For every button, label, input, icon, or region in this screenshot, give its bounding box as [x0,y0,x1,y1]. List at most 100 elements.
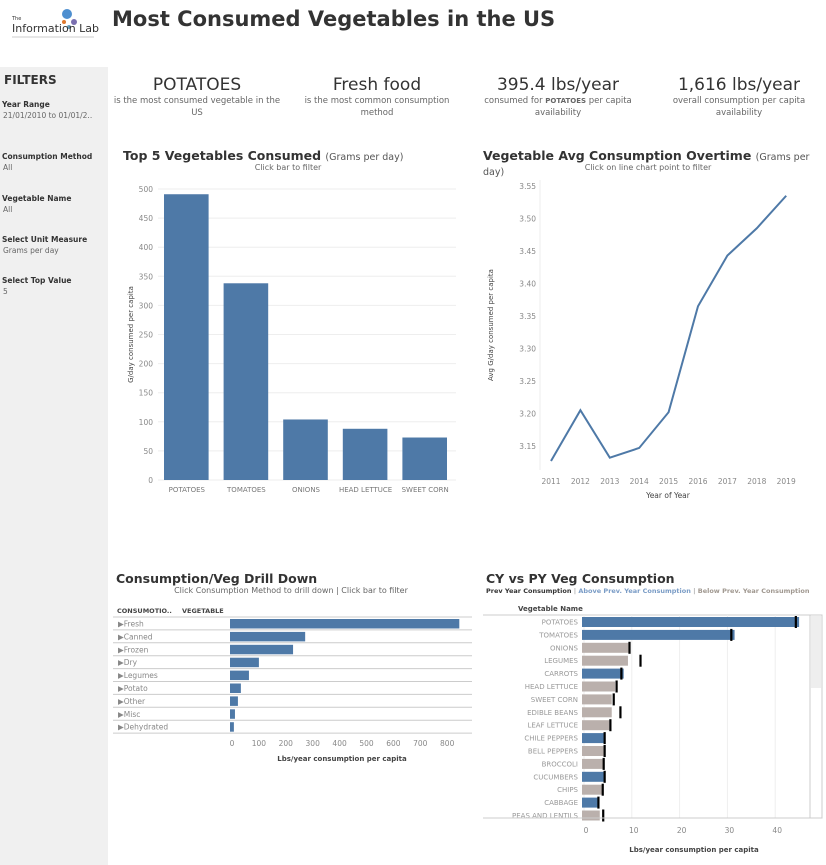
bar-potato[interactable] [230,683,241,694]
drilldown-chart[interactable]: CONSUMOTIO.. VEGETABLE ▶Fresh ▶Canned ▶Froze… [110,600,475,770]
data-point-2012[interactable] [577,407,583,413]
x-tick-label: 30 [725,826,735,835]
bar-legumes[interactable] [230,670,249,681]
bar-head-lettuce[interactable] [582,681,616,692]
filter-value[interactable]: Grams per day [3,246,59,255]
information-lab-logo: The Information Lab [11,8,102,38]
x-tick-label: HEAD LETTUCE [339,486,392,494]
bar-bell-peppers[interactable] [582,746,605,756]
prev-year-marker[interactable] [602,757,605,770]
x-tick-label: 800 [440,739,455,748]
veg-label: CHILE PEPPERS [524,735,578,743]
prev-year-marker[interactable] [620,667,623,680]
prev-year-marker[interactable] [603,770,606,783]
y-tick-label: 3.15 [519,442,536,451]
x-tick-label: 500 [359,739,374,748]
bar-frozen[interactable] [230,644,294,655]
x-axis-title: Lbs/year consumption per capita [629,846,759,854]
x-tick-label: TOMATOES [226,486,266,494]
filter-value[interactable]: 21/01/2010 to 01/01/2.. [3,111,93,120]
bar-tomatoes[interactable] [582,629,735,640]
drill-row-misc: ▶Misc [118,710,140,719]
legend-above: Above Prev. Year Consumption [578,587,691,595]
kpi-caption: consumed for POTATOES per capita availab… [484,96,632,118]
prev-year-marker[interactable] [628,641,631,654]
prev-year-marker[interactable] [601,783,604,796]
prev-year-marker[interactable] [639,654,642,667]
bar-sweet-corn[interactable] [402,437,447,480]
bar-chips[interactable] [582,784,603,795]
veg-label: TOMATOES [538,631,578,639]
bar-other[interactable] [230,696,238,706]
bar-canned[interactable] [230,631,306,642]
y-tick-label: 300 [139,301,154,310]
prev-year-marker[interactable] [615,680,618,693]
data-point-2016[interactable] [695,303,701,309]
bar-peas-and-lentils[interactable] [582,810,600,821]
prev-year-marker[interactable] [597,796,600,809]
bar-head-lettuce[interactable] [342,428,388,480]
bar-onions[interactable] [582,642,629,653]
data-point-2011[interactable] [548,458,554,464]
bar-cabbage[interactable] [582,797,599,808]
filter-value[interactable]: 5 [3,287,8,296]
x-tick-label: 2012 [571,477,590,486]
veg-label: PEAS AND LENTILS [512,812,579,820]
data-point-2017[interactable] [724,253,730,259]
kpi-potato-lbs: 395.4 lbs/year consumed for POTATOES per … [473,75,643,119]
bar-carrots[interactable] [582,668,624,679]
data-point-2015[interactable] [666,409,672,415]
y-tick-label: 0 [148,476,153,485]
top5-chart[interactable]: 0 50 100 150 200 250 300 350 400 450 500 POTATOES TO… [110,175,470,505]
data-point-2013[interactable] [607,455,613,461]
bar-cucumbers[interactable] [582,771,605,782]
veg-label: BELL PEPPERS [528,748,579,756]
filter-value[interactable]: All [3,205,13,214]
bar-broccoli[interactable] [582,758,604,769]
page-title: Most Consumed Vegetables in the US [112,7,556,31]
veg-label: LEGUMES [544,657,578,665]
prev-year-marker[interactable] [603,745,606,757]
bar-legumes[interactable] [582,655,628,666]
x-tick-label: 0 [584,826,589,835]
prev-year-marker[interactable] [603,732,606,745]
prev-year-marker[interactable] [794,616,797,628]
x-tick-label: 300 [306,739,321,748]
x-tick-label: ONIONS [292,486,321,494]
data-point-2014[interactable] [636,445,642,451]
prev-year-marker[interactable] [609,719,612,732]
cypy-chart[interactable]: Vegetable Name POTATOES TOMATOES ONIONS LEGU… [480,600,826,865]
bar-chile-peppers[interactable] [582,733,605,744]
y-tick-label: 500 [139,185,154,194]
cypy-legend: Prev Year Consumption | Above Prev. Year… [486,587,810,595]
data-point-2018[interactable] [754,225,760,231]
line-chart[interactable]: 3.15 3.20 3.25 3.30 3.35 3.40 3.45 3.50 3.55 2011… [480,175,826,505]
kpi-overall-lbs: 1,616 lbs/year overall consumption per ca… [654,75,824,119]
bar-sweet-corn[interactable] [582,694,612,705]
top5-hint: Click bar to filter [254,163,322,172]
prev-year-marker[interactable] [730,628,733,641]
scrollbar-thumb[interactable] [811,616,821,688]
y-tick-label: 250 [139,331,154,340]
kpi-caption: is the most consumed vegetable in the US [113,96,281,118]
bar-tomatoes[interactable] [223,283,269,480]
bar-potatoes[interactable] [582,617,800,627]
kpi-value: POTATOES [152,75,242,95]
prev-year-marker[interactable] [612,693,615,706]
veg-label: EDIBLE BEANS [527,709,578,717]
bar-edible-beans[interactable] [582,707,612,718]
prev-year-marker[interactable] [619,706,622,719]
bar-dry[interactable] [230,657,259,668]
y-tick-label: 350 [139,272,154,281]
bar-onions[interactable] [283,419,328,480]
bar-misc[interactable] [230,709,235,719]
bar-potatoes[interactable] [164,194,209,480]
bar-leaf-lettuce[interactable] [582,720,610,731]
bar-fresh[interactable] [230,619,460,629]
bar-dehydrated[interactable] [230,722,234,732]
legend-below: Below Prev. Year Consumption [697,587,810,595]
data-point-2019[interactable] [783,193,789,199]
prev-year-marker[interactable] [602,809,605,822]
y-tick-label: 3.55 [519,182,536,191]
filter-value[interactable]: All [3,163,13,172]
